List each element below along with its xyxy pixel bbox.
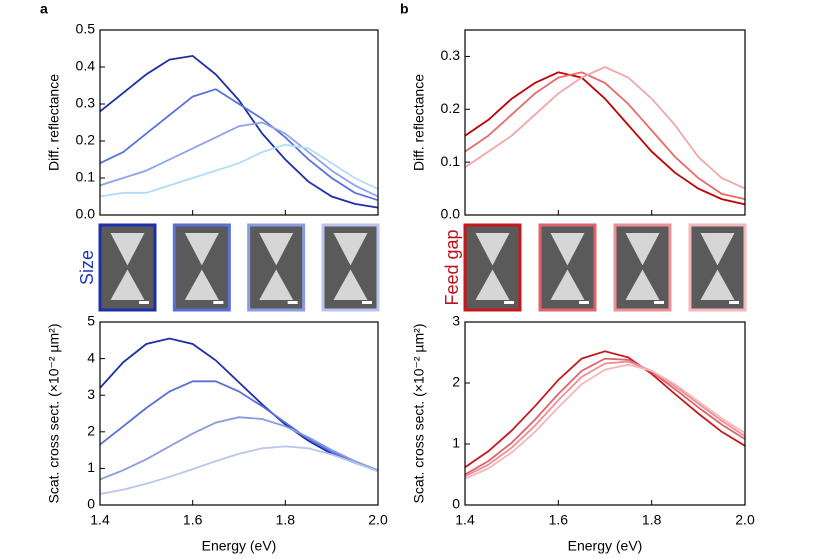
y-tick-label: 0.0	[441, 206, 461, 222]
scale-bar	[504, 301, 514, 304]
y-tick-label: 0.2	[76, 132, 96, 148]
plot-frame	[99, 29, 379, 216]
x-tick-label: 2.0	[368, 512, 388, 528]
y-tick-label: 1	[452, 435, 460, 451]
line-series	[99, 143, 379, 198]
y-tick-label: 5	[87, 313, 95, 329]
scale-bar	[362, 301, 372, 304]
particle	[333, 233, 368, 266]
particle	[184, 269, 219, 300]
line-series	[99, 121, 379, 198]
particle	[700, 233, 735, 266]
y-tick-label: 2	[452, 374, 460, 390]
line-series	[99, 88, 379, 202]
line-series	[464, 66, 746, 190]
particle	[625, 233, 660, 266]
y-tick-label: 3	[452, 313, 460, 329]
x-tick-label: 1.8	[642, 512, 662, 528]
particle	[333, 269, 368, 300]
x-tick-label: 2.0	[735, 512, 755, 528]
x-tick-label: 1.4	[455, 512, 475, 528]
line-series	[99, 380, 379, 472]
particle	[475, 233, 510, 266]
scale-bar	[139, 301, 149, 304]
line-series	[464, 357, 746, 476]
plot-frame	[464, 29, 746, 216]
scale-bar	[287, 301, 298, 304]
line-series	[464, 71, 746, 206]
x-tick-label: 1.6	[183, 512, 203, 528]
line-series	[99, 337, 379, 472]
particle	[550, 233, 585, 266]
line-series	[464, 363, 746, 480]
scale-bar	[729, 301, 739, 304]
particle	[700, 269, 735, 300]
scale-bar	[213, 301, 224, 304]
x-axis-label: Energy (eV)	[568, 538, 643, 554]
y-tick-label: 0.2	[441, 100, 461, 116]
particle	[110, 269, 145, 300]
y-axis-label: Scat. cross sect. (×10⁻² µm²)	[411, 324, 427, 504]
line-series	[464, 71, 746, 200]
y-tick-label: 0.3	[441, 47, 461, 63]
x-tick-label: 1.6	[549, 512, 569, 528]
particle	[259, 233, 294, 266]
panel-label: b	[400, 1, 409, 17]
line-series	[99, 445, 379, 495]
x-tick-label: 1.8	[276, 512, 296, 528]
plot-frame	[464, 321, 746, 506]
y-axis-label: Diff. reflectance	[46, 74, 62, 171]
y-tick-label: 0.3	[76, 95, 96, 111]
line-series	[464, 350, 746, 468]
y-tick-label: 1	[87, 459, 95, 475]
line-series	[99, 54, 379, 209]
y-tick-label: 2	[87, 423, 95, 439]
y-tick-label: 0.1	[441, 153, 461, 169]
x-axis-label: Energy (eV)	[202, 538, 277, 554]
line-series	[99, 416, 379, 481]
y-axis-label: Diff. reflectance	[411, 74, 427, 171]
y-tick-label: 0	[452, 496, 460, 512]
particle	[184, 233, 219, 266]
image-label: Feed gap	[442, 229, 462, 305]
y-tick-label: 0.5	[76, 21, 96, 37]
y-tick-label: 0.0	[76, 206, 96, 222]
particle	[259, 269, 294, 300]
y-tick-label: 0.1	[76, 169, 96, 185]
scale-bar	[654, 301, 664, 304]
particle	[625, 269, 660, 300]
particle	[475, 269, 510, 300]
scale-bar	[579, 301, 589, 304]
panel-label: a	[40, 1, 48, 17]
x-tick-label: 1.4	[90, 512, 110, 528]
line-series	[464, 360, 746, 478]
particle	[110, 233, 145, 266]
image-label: Size	[77, 250, 97, 285]
y-tick-label: 0	[87, 496, 95, 512]
y-tick-label: 0.4	[76, 58, 96, 74]
plot-frame	[99, 321, 379, 506]
y-axis-label: Scat. cross sect. (×10⁻² µm²)	[46, 324, 62, 504]
y-tick-label: 4	[87, 349, 95, 365]
y-tick-label: 3	[87, 386, 95, 402]
particle	[550, 269, 585, 300]
